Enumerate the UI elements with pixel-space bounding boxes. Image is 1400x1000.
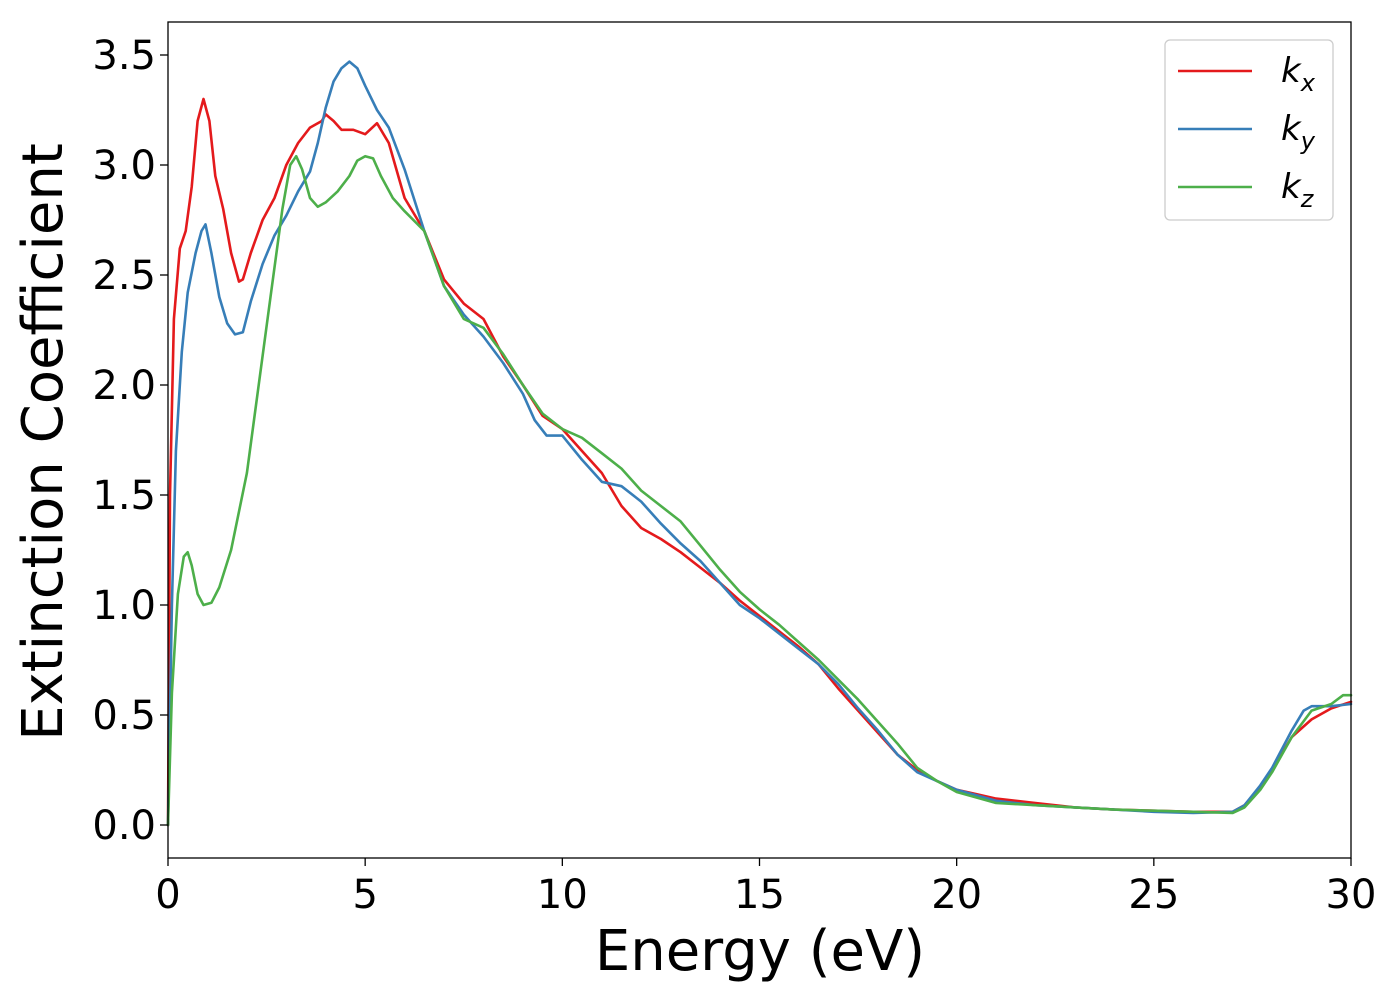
y-tick-label: 3.5 (92, 33, 156, 79)
y-axis-ticks: 0.0 0.5 1.0 1.5 2.0 2.5 3.0 3.5 (92, 33, 168, 849)
x-tick-label: 15 (734, 872, 785, 918)
y-tick-label: 0.5 (92, 693, 156, 739)
y-tick-label: 1.0 (92, 583, 156, 629)
x-tick-label: 5 (352, 872, 377, 918)
x-tick-label: 0 (155, 872, 180, 918)
x-tick-label: 20 (931, 872, 982, 918)
x-tick-label: 25 (1128, 872, 1179, 918)
x-axis-label: Energy (eV) (595, 919, 925, 984)
x-tick-label: 30 (1326, 872, 1377, 918)
series-line-k-z (166, 154, 1353, 827)
legend-label: kz (1281, 167, 1315, 213)
x-tick-label: 10 (537, 872, 588, 918)
legend: kx ky kz (1164, 39, 1334, 221)
y-tick-label: 2.5 (92, 253, 156, 299)
y-tick-label: 3.0 (92, 143, 156, 189)
x-axis-ticks: 0 5 10 15 20 25 30 (155, 858, 1376, 918)
y-tick-label: 2.0 (92, 363, 156, 409)
legend-label: ky (1281, 109, 1316, 155)
y-tick-label: 1.5 (92, 473, 156, 519)
legend-label: kx (1281, 51, 1316, 97)
y-tick-label: 0.0 (92, 803, 156, 849)
y-axis-label: Extinction Coefficient (11, 143, 76, 741)
